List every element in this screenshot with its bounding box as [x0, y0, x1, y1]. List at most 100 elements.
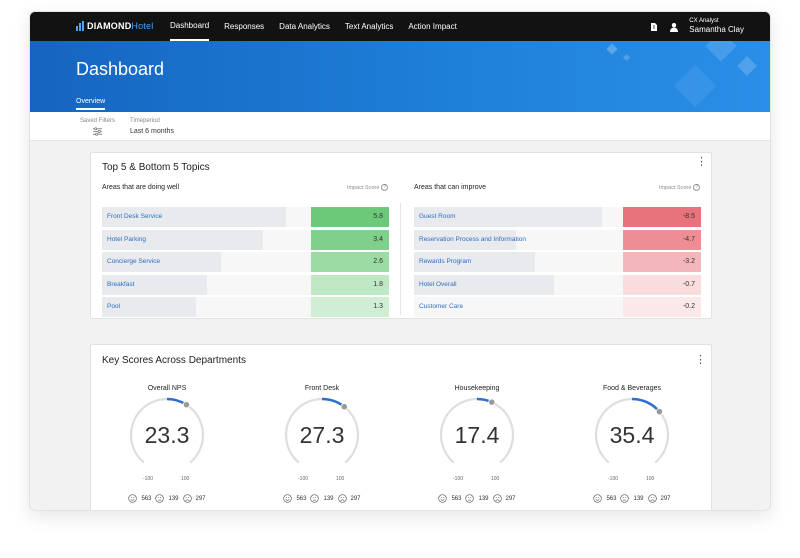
topic-row[interactable]: Hotel Parking 3.4: [102, 229, 389, 250]
departments-card: Key Scores Across Departments ⋮ Overall …: [90, 344, 712, 510]
topic-volume-bar: [102, 252, 222, 272]
topic-volume-bar: [414, 252, 536, 272]
tab-overview[interactable]: Overview: [76, 98, 106, 110]
topic-row[interactable]: Pool 1.3: [102, 297, 389, 317]
response-counts: 563 139 297: [567, 494, 697, 503]
topics-title: Top 5 & Bottom 5 Topics: [102, 162, 210, 173]
happy-count: 563: [606, 495, 617, 502]
top-nav: DIAMONDHotel Dashboard Responses Data An…: [30, 12, 770, 41]
neutral-count: 139: [168, 495, 179, 502]
improve-areas-title: Areas that can improve: [414, 184, 486, 191]
gauge-dial: [129, 397, 205, 464]
departments-menu-icon[interactable]: ⋮: [695, 354, 706, 366]
gauge-dial: [594, 397, 670, 464]
nav-data-analytics[interactable]: Data Analytics: [279, 22, 330, 31]
page-header: Dashboard Overview: [30, 41, 770, 112]
topic-name[interactable]: Customer Care: [419, 303, 464, 310]
page-title: Dashboard: [76, 59, 165, 79]
neutral-face-icon: [465, 494, 475, 503]
nav-responses[interactable]: Responses: [224, 22, 265, 31]
topic-name[interactable]: Front Desk Service: [107, 213, 163, 220]
topic-name[interactable]: Breakfast: [107, 280, 135, 288]
column-divider: [400, 203, 401, 315]
decor-diamond: [673, 64, 717, 108]
gauge-max-label: 100: [336, 476, 345, 482]
happy-count: 563: [141, 495, 152, 502]
topic-name[interactable]: Pool: [107, 303, 121, 310]
impact-score: -3.2: [623, 252, 701, 272]
help-icon[interactable]: ?: [693, 184, 701, 191]
impact-score: -0.2: [623, 297, 701, 317]
topic-row[interactable]: Reservation Process and Information -4.7: [414, 229, 701, 250]
topic-name[interactable]: Guest Room: [419, 213, 456, 220]
topic-volume-bar: [102, 229, 263, 250]
decor-diamond: [737, 56, 757, 76]
gauge-title: Overall NPS: [147, 385, 187, 392]
impact-score: 1.8: [311, 274, 389, 295]
sad-count: 297: [350, 495, 361, 502]
topic-row[interactable]: Concierge Service 2.6: [102, 252, 389, 272]
user-menu[interactable]: CX Analyst Samantha Clay: [689, 18, 744, 34]
gauge-dial: [439, 397, 515, 464]
topic-row[interactable]: Front Desk Service 5.8: [102, 207, 389, 227]
gauge-title: Housekeeping: [454, 385, 500, 392]
sad-face-icon: [337, 494, 347, 503]
impact-score-label: Impact Score?: [347, 184, 389, 191]
topic-row[interactable]: Customer Care -0.2: [414, 297, 701, 317]
topic-volume-bar: [102, 274, 207, 295]
timeperiod-label: Timeperiod: [130, 118, 160, 124]
topic-track: [414, 297, 623, 317]
help-icon[interactable]: ?: [381, 184, 389, 191]
logo[interactable]: DIAMONDHotel: [76, 21, 153, 31]
gauge-value-arc: [631, 397, 661, 413]
gauge-dial: [284, 397, 360, 464]
gauge-marker-icon: [340, 403, 348, 411]
user-icon[interactable]: [669, 22, 679, 32]
topic-name[interactable]: Reservation Process and Information: [419, 235, 526, 243]
topic-row[interactable]: Hotel Overall -0.7: [414, 274, 701, 295]
decor-diamond: [622, 53, 631, 62]
sad-count: 297: [505, 495, 516, 502]
response-counts: 563 139 297: [102, 494, 232, 503]
filter-sliders-icon[interactable]: [92, 127, 103, 136]
sad-count: 297: [195, 495, 206, 502]
topic-name[interactable]: Hotel Parking: [107, 235, 147, 243]
department-gauge[interactable]: Housekeeping 17.4 -100 100 563 139 297: [412, 385, 542, 510]
neutral-count: 139: [323, 495, 334, 502]
department-gauge[interactable]: Front Desk 27.3 -100 100 563 139 297: [257, 385, 387, 510]
topic-row[interactable]: Breakfast 1.8: [102, 274, 389, 295]
impact-score: -0.7: [623, 274, 701, 295]
topic-row[interactable]: Guest Room -8.5: [414, 207, 701, 227]
topics-menu-icon[interactable]: ⋮: [696, 156, 707, 168]
impact-score: 5.8: [311, 207, 389, 227]
topic-name[interactable]: Concierge Service: [107, 258, 161, 265]
gauge-min-label: -100: [608, 476, 619, 482]
sad-face-icon: [647, 494, 657, 503]
departments-title: Key Scores Across Departments: [102, 355, 246, 366]
department-gauge[interactable]: Food & Beverages 35.4 -100 100 563 139 297: [567, 385, 697, 510]
topic-row[interactable]: Rewards Program -3.2: [414, 252, 701, 272]
happy-count: 563: [451, 495, 462, 502]
gauge-min-label: -100: [453, 476, 464, 482]
impact-score-label: Impact Score?: [659, 184, 701, 191]
gauge-min-label: -100: [143, 476, 154, 482]
gauge-max-label: 100: [491, 476, 500, 482]
neutral-face-icon: [310, 494, 320, 503]
topic-name[interactable]: Hotel Overall: [419, 280, 457, 288]
nav-dashboard[interactable]: Dashboard: [170, 12, 210, 41]
logo-text: DIAMONDHotel: [87, 21, 154, 31]
topic-name[interactable]: Rewards Program: [419, 258, 472, 265]
impact-score: -4.7: [623, 229, 701, 250]
gauge-value: 17.4: [454, 422, 500, 448]
sad-face-icon: [492, 494, 502, 503]
topic-volume-bar: [414, 207, 603, 227]
app-window: DIAMONDHotel Dashboard Responses Data An…: [29, 11, 771, 511]
nav-text-analytics[interactable]: Text Analytics: [344, 22, 394, 31]
document-icon[interactable]: [649, 22, 659, 32]
gauge-max-label: 100: [181, 476, 190, 482]
department-gauge[interactable]: Overall NPS 23.3 -100 100 563 139 297: [102, 385, 232, 510]
response-counts: 563 139 297: [257, 494, 387, 503]
nav-action-impact[interactable]: Action Impact: [408, 22, 457, 31]
neutral-count: 139: [633, 495, 644, 502]
timeperiod-value[interactable]: Last 6 months: [130, 128, 174, 135]
